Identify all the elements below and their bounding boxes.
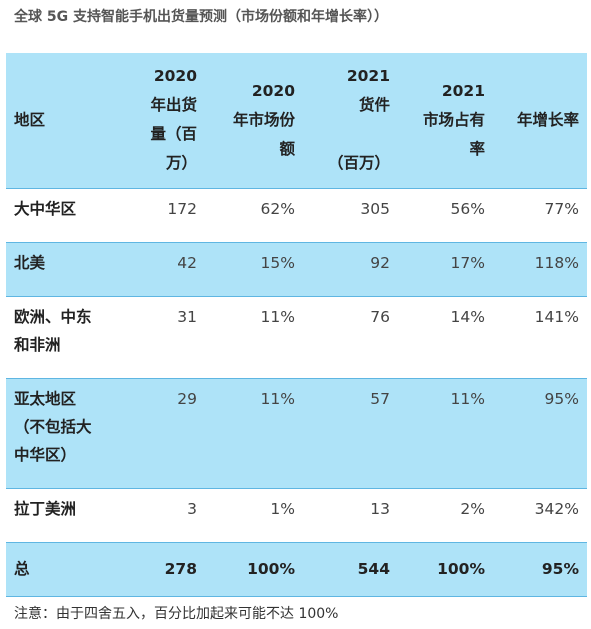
share-2020-cell: 15% (205, 242, 303, 297)
shipment-forecast-table: 地区 2020 年出货 量（百 万） 2020 年市场份额 2021 货件 （百万） 20… (6, 53, 587, 597)
share-2021-cell: 14% (398, 296, 493, 379)
table-row: 亚太地区 （不包括大 中华区） 29 11% 57 11% 95% (6, 378, 587, 489)
region-cell: 拉丁美洲 (6, 488, 119, 543)
shipments-2020-cell: 42 (119, 242, 205, 297)
shipments-2021-cell: 76 (303, 296, 398, 379)
shipments-2021-cell: 13 (303, 488, 398, 543)
shipments-2021-cell: 305 (303, 188, 398, 243)
total-growth: 95% (493, 542, 587, 597)
header-region: 地区 (6, 53, 119, 189)
growth-cell: 141% (493, 296, 587, 379)
share-2020-cell: 1% (205, 488, 303, 543)
table-row: 北美 42 15% 92 17% 118% (6, 242, 587, 297)
shipments-2021-cell: 57 (303, 378, 398, 489)
table-row: 欧洲、中东 和非洲 31 11% 76 14% 141% (6, 296, 587, 379)
share-2021-cell: 56% (398, 188, 493, 243)
shipments-2020-cell: 172 (119, 188, 205, 243)
header-2021-shipments: 2021 货件 （百万） (303, 53, 398, 189)
region-cell: 大中华区 (6, 188, 119, 243)
growth-cell: 118% (493, 242, 587, 297)
region-cell: 北美 (6, 242, 119, 297)
header-growth: 年增长率 (493, 53, 587, 189)
total-share-2020: 100% (205, 542, 303, 597)
growth-cell: 342% (493, 488, 587, 543)
region-cell: 亚太地区 （不包括大 中华区） (6, 378, 119, 489)
total-row: 总 278 100% 544 100% 95% (6, 542, 587, 597)
share-2020-cell: 11% (205, 378, 303, 489)
shipments-2020-cell: 29 (119, 378, 205, 489)
footnote: 注意：由于四舍五入，百分比加起来可能不达 100% (14, 606, 339, 622)
total-shipments-2020: 278 (119, 542, 205, 597)
shipments-2020-cell: 31 (119, 296, 205, 379)
header-2020-shipments: 2020 年出货 量（百 万） (119, 53, 205, 189)
region-cell: 欧洲、中东 和非洲 (6, 296, 119, 379)
shipments-2021-cell: 92 (303, 242, 398, 297)
header-2021-share: 2021 市场占有率 (398, 53, 493, 189)
header-row: 地区 2020 年出货 量（百 万） 2020 年市场份额 2021 货件 （百万） 20… (6, 53, 587, 189)
share-2021-cell: 17% (398, 242, 493, 297)
total-share-2021: 100% (398, 542, 493, 597)
share-2020-cell: 11% (205, 296, 303, 379)
table-row: 大中华区 172 62% 305 56% 77% (6, 188, 587, 243)
total-label: 总 (6, 542, 119, 597)
share-2021-cell: 11% (398, 378, 493, 489)
growth-cell: 77% (493, 188, 587, 243)
growth-cell: 95% (493, 378, 587, 489)
header-2020-share: 2020 年市场份额 (205, 53, 303, 189)
table-title: 全球 5G 支持智能手机出货量预测（市场份额和年增长率）） (14, 9, 388, 25)
table-row: 拉丁美洲 3 1% 13 2% 342% (6, 488, 587, 543)
share-2020-cell: 62% (205, 188, 303, 243)
share-2021-cell: 2% (398, 488, 493, 543)
shipments-2020-cell: 3 (119, 488, 205, 543)
total-shipments-2021: 544 (303, 542, 398, 597)
